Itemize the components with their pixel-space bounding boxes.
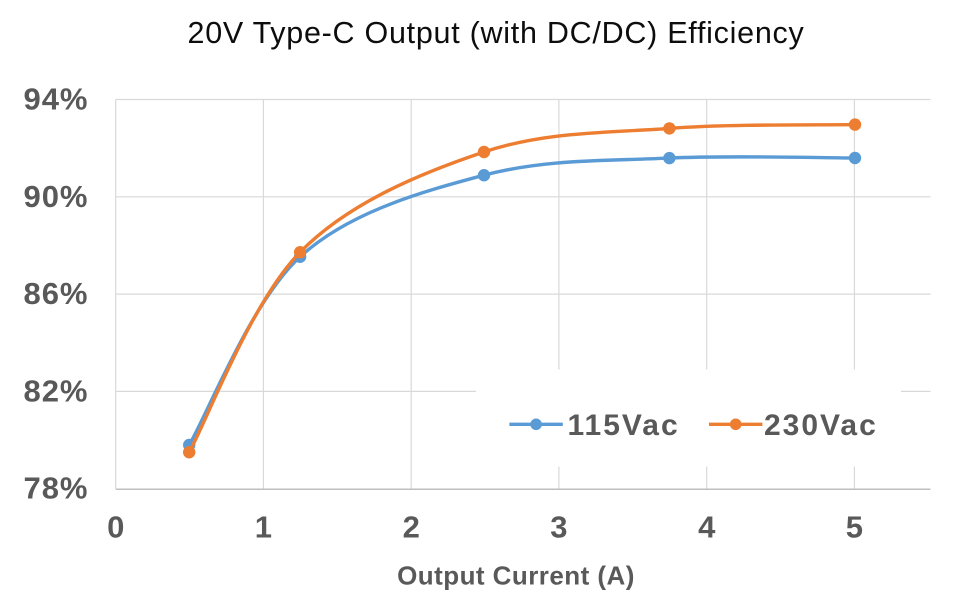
svg-text:86%: 86%	[23, 276, 88, 311]
svg-text:4: 4	[698, 510, 716, 545]
svg-text:230Vac: 230Vac	[764, 409, 878, 442]
svg-text:5: 5	[846, 510, 863, 545]
svg-text:82%: 82%	[23, 373, 88, 408]
svg-text:115Vac: 115Vac	[568, 409, 680, 442]
svg-text:0: 0	[107, 510, 124, 545]
svg-text:2: 2	[403, 510, 420, 545]
svg-text:3: 3	[550, 510, 567, 545]
svg-text:1: 1	[255, 510, 272, 545]
svg-text:20V Type-C Output (with DC/DC): 20V Type-C Output (with DC/DC) Efficienc…	[188, 16, 805, 50]
svg-text:78%: 78%	[23, 471, 88, 506]
svg-text:90%: 90%	[23, 179, 88, 214]
svg-text:Output Current (A): Output Current (A)	[397, 560, 635, 590]
svg-text:94%: 94%	[23, 82, 88, 117]
